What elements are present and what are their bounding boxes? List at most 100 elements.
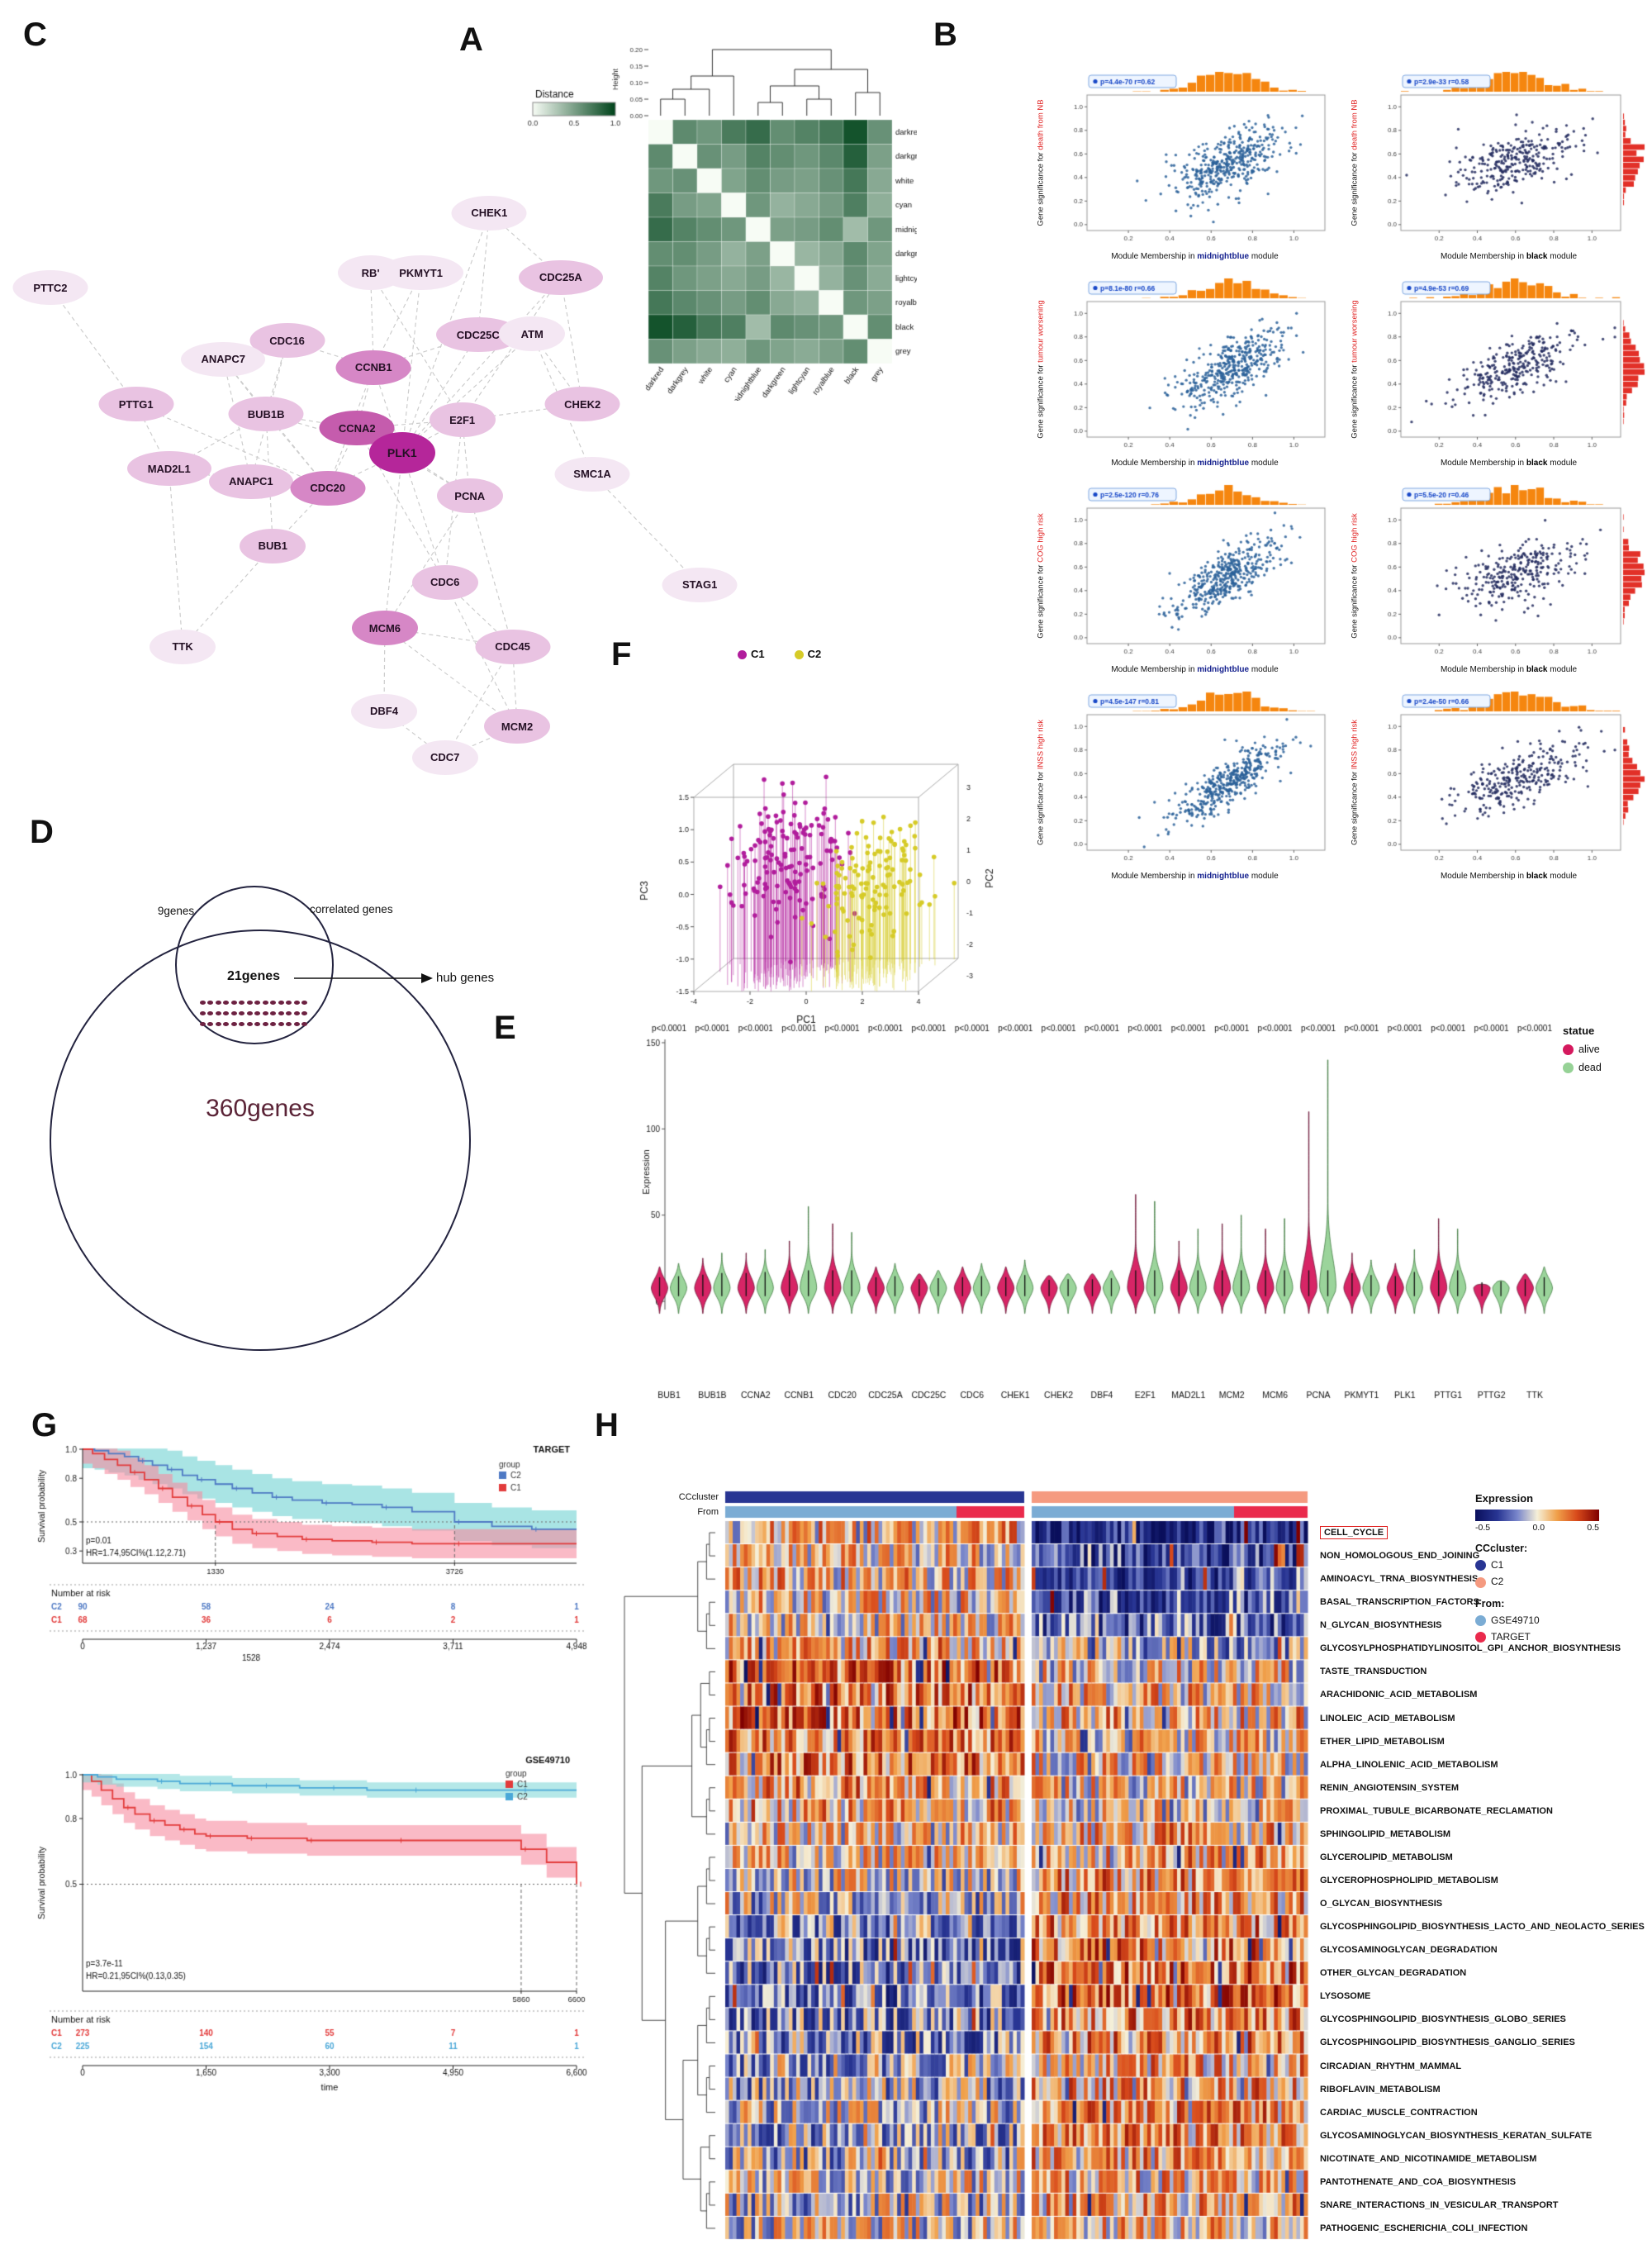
cccluster-annotation-label: CCcluster xyxy=(678,1492,719,1502)
panel-label-f: F xyxy=(611,636,632,673)
network-node-chek2: CHEK2 xyxy=(544,387,620,422)
network-node-anapc7: ANAPC7 xyxy=(181,341,266,377)
network-node-cdc6: CDC6 xyxy=(411,564,478,600)
network-node-anapc1: ANAPC1 xyxy=(208,464,293,499)
violin-legend-item-alive: alive xyxy=(1563,1044,1602,1056)
scatter-cell-7: Gene significance for INSS high risk Modu… xyxy=(1345,690,1652,893)
venn-small-count: 9genes xyxy=(157,905,195,917)
pathway-label-21: GLYCOSPHINGOLIPID_BIOSYNTHESIS_GLOBO_SER… xyxy=(1320,2014,1566,2025)
pathway-label-19: OTHER_GLYCAN_DEGRADATION xyxy=(1320,1968,1467,1979)
pathway-label-9: ETHER_LIPID_METABOLISM xyxy=(1320,1736,1445,1747)
network-node-e2f1: E2F1 xyxy=(429,402,496,438)
pca-legend: C1 C2 xyxy=(738,648,821,660)
hub-gene-dot xyxy=(247,1019,263,1029)
scatter-canvas-0 xyxy=(1052,70,1337,252)
network-edge xyxy=(169,468,183,647)
pathway-label-2: AMINOACYL_TRNA_BIOSYNTHESIS xyxy=(1320,1574,1479,1585)
hub-gene-dot xyxy=(294,1008,310,1019)
network-node-dbf4: DBF4 xyxy=(350,693,417,729)
scatter-ylabel-7: Gene significance for INSS high risk xyxy=(1350,719,1360,846)
pathway-label-0: CELL_CYCLE xyxy=(1320,1526,1389,1540)
from-legend-item-TARGET: TARGET xyxy=(1475,1631,1652,1643)
network-node-bub1b: BUB1B xyxy=(228,397,304,432)
network-edge xyxy=(135,403,328,489)
venn-intersection-count: 21genes xyxy=(226,969,281,983)
pca-3d-canvas xyxy=(629,668,1001,1038)
pathway-heatmap-canvas xyxy=(618,1483,1322,2245)
pathway-label-18: GLYCOSAMINOGLYCAN_DEGRADATION xyxy=(1320,1945,1498,1956)
pathway-label-8: LINOLEIC_ACID_METABOLISM xyxy=(1320,1713,1455,1724)
scatter-ylabel-3: Gene significance for tumour worsening xyxy=(1350,300,1360,439)
network-node-pkmyt1: PKMYT1 xyxy=(378,255,463,291)
panel-label-c: C xyxy=(23,17,47,53)
network-edge xyxy=(272,487,329,547)
network-node-mcm6: MCM6 xyxy=(351,611,418,646)
hub-gene-dot xyxy=(247,997,263,1008)
violin-legend-title: statue xyxy=(1563,1025,1595,1037)
scatter-canvas-6 xyxy=(1052,690,1337,872)
hub-gene-dot xyxy=(216,997,231,1008)
network-edge xyxy=(512,646,518,727)
pathway-label-6: TASTE_TRANSDUCTION xyxy=(1320,1667,1427,1677)
network-edge xyxy=(591,473,700,586)
hub-gene-dot xyxy=(216,1008,231,1019)
network-node-mad2l1: MAD2L1 xyxy=(126,451,211,487)
hub-gene-dot xyxy=(278,1019,294,1029)
from-annotation-label: From xyxy=(697,1507,719,1517)
network-edge xyxy=(384,495,471,629)
gene-network: CHEK1 PTTC2 RB' PKMYT1 CDC25A CDC16 ANAPC7 CCNB… xyxy=(12,165,768,810)
scatter-xlabel-0: Module Membership in midnightblue module xyxy=(1111,252,1279,261)
network-node-stag1: STAG1 xyxy=(662,567,738,602)
from-legend-title: From: xyxy=(1475,1597,1505,1609)
panel-label-g: G xyxy=(31,1407,58,1443)
hub-gene-dot xyxy=(200,1019,216,1029)
network-edge xyxy=(370,272,463,421)
scatter-ylabel-4: Gene significance for COG high risk xyxy=(1036,513,1046,639)
scatter-ylabel-6: Gene significance for INSS high risk xyxy=(1036,719,1046,846)
network-edge xyxy=(444,420,463,582)
scatter-cell-1: Gene significance for death from NB Modul… xyxy=(1345,70,1652,273)
km-target-canvas xyxy=(31,1438,605,1671)
hub-gene-dot xyxy=(278,997,294,1008)
scatter-canvas-2 xyxy=(1052,277,1337,459)
scatter-ylabel-0: Gene significance for death from NB xyxy=(1036,99,1046,226)
network-edge xyxy=(182,545,273,648)
expression-legend-title: Expression xyxy=(1475,1492,1534,1505)
scatter-canvas-1 xyxy=(1366,70,1651,252)
pca-legend-item-C1: C1 xyxy=(738,648,765,660)
pathway-label-11: RENIN_ANGIOTENSIN_SYSTEM xyxy=(1320,1782,1460,1793)
scatter-canvas-5 xyxy=(1366,483,1651,665)
network-node-cdc16: CDC16 xyxy=(249,323,325,359)
pathway-label-12: PROXIMAL_TUBULE_BICARBONATE_RECLAMATION xyxy=(1320,1805,1553,1816)
scatter-cell-3: Gene significance for tumour worsening Mo… xyxy=(1345,277,1652,480)
violin-plot-canvas xyxy=(640,1016,1561,1411)
network-node-smc1a: SMC1A xyxy=(554,456,630,492)
venn-outer-count: 360genes xyxy=(206,1095,315,1122)
network-edge xyxy=(462,420,471,497)
pathway-label-17: GLYCOSPHINGOLIPID_BIOSYNTHESIS_LACTO_AND… xyxy=(1320,1922,1645,1933)
network-node-cdc25a: CDC25A xyxy=(518,259,603,295)
cccluster-legend-item-C2: C2 xyxy=(1475,1576,1652,1588)
hub-gene-dots xyxy=(200,997,310,1029)
network-node-pttc2: PTTC2 xyxy=(12,270,88,306)
pathway-label-1: NON_HOMOLOGOUS_END_JOINING xyxy=(1320,1551,1480,1562)
pathway-row-labels: CELL_CYCLE NON_HOMOLOGOUS_END_JOINING AMIN… xyxy=(1320,1483,1650,2247)
module-trait-scatter-grid: Gene significance for death from NB Modul… xyxy=(1031,70,1652,896)
scatter-xlabel-7: Module Membership in black module xyxy=(1440,872,1578,881)
network-node-pttg1: PTTG1 xyxy=(98,387,174,422)
pathway-label-7: ARACHIDONIC_ACID_METABOLISM xyxy=(1320,1690,1478,1700)
venn-inner-circle xyxy=(175,886,334,1044)
hub-gene-dot xyxy=(231,1019,247,1029)
pathway-label-20: LYSOSOME xyxy=(1320,1991,1371,2002)
scatter-cell-4: Gene significance for COG high risk Modul… xyxy=(1031,483,1341,687)
pathway-label-26: GLYCOSAMINOGLYCAN_BIOSYNTHESIS_KERATAN_S… xyxy=(1320,2130,1593,2141)
scatter-xlabel-2: Module Membership in midnightblue module xyxy=(1111,459,1279,468)
pathway-label-3: BASAL_TRANSCRIPTION_FACTORS xyxy=(1320,1597,1479,1608)
network-edge xyxy=(50,287,137,405)
pathway-label-5: GLYCOSYLPHOSPHATIDYLINOSITOL_GPI_ANCHOR_… xyxy=(1320,1643,1621,1654)
venn-diagram: 9genes correlated genes 21genes hub gene… xyxy=(25,830,520,1367)
hub-gene-dot xyxy=(263,997,278,1008)
violin-legend: statue alive dead xyxy=(1563,1025,1602,1074)
scatter-xlabel-4: Module Membership in midnightblue module xyxy=(1111,665,1279,674)
network-edge xyxy=(560,277,583,405)
